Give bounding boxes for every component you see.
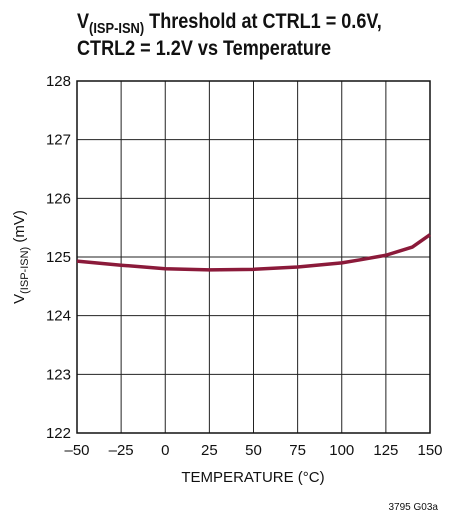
x-tick-label: 25 [201, 442, 218, 459]
title-line: CTRL2 = 1.2V vs Temperature [77, 37, 331, 61]
figure-code: 3795 G03a [389, 502, 439, 513]
chart-title: V(ISP-ISN) Threshold at CTRL1 = 0.6V, CT… [77, 10, 382, 61]
ylabel-part: (mV) [11, 210, 28, 247]
x-tick-label: 100 [329, 442, 354, 459]
title-part: Threshold at CTRL1 = 0.6V, [144, 10, 382, 34]
x-tick-label: 125 [373, 442, 398, 459]
title-line: V(ISP-ISN) Threshold at CTRL1 = 0.6V, [77, 10, 382, 36]
y-tick-label: 126 [46, 190, 71, 207]
title-sub: (ISP-ISN) [89, 19, 144, 36]
ylabel-sub: (ISP-ISN) [19, 247, 31, 294]
x-tick-label: 0 [161, 442, 169, 459]
ylabel-part: V [11, 294, 28, 304]
y-tick-label: 128 [46, 73, 71, 90]
x-tick-label: 75 [289, 442, 306, 459]
data-line [76, 233, 432, 272]
y-axis-label: V(ISP-ISN) (mV) [11, 210, 31, 304]
x-axis-label: TEMPERATURE (°C) [181, 469, 324, 486]
x-tick-label: 150 [417, 442, 442, 459]
x-tick-label: –50 [64, 442, 89, 459]
title-part: V [77, 10, 89, 34]
x-tick-label: –25 [109, 442, 134, 459]
y-tick-label: 127 [46, 132, 71, 149]
y-tick-label: 125 [46, 249, 71, 266]
x-tick-label: 50 [245, 442, 262, 459]
y-tick-label: 124 [46, 308, 71, 325]
y-tick-label: 122 [46, 425, 71, 442]
plot-frame [76, 80, 431, 434]
y-tick-label: 123 [46, 366, 71, 383]
